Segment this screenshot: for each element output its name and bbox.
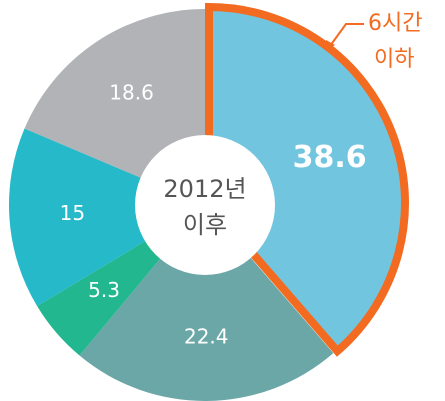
center-label: 2012년 [163, 175, 246, 203]
annotation: 6시간 [368, 11, 422, 36]
data-label: 18.6 [109, 81, 154, 105]
annotation-leader [329, 23, 364, 47]
slice [79, 205, 334, 401]
annotation: 이하 [374, 47, 414, 72]
data-label: 15 [60, 201, 85, 225]
annotation-arrow [326, 40, 335, 51]
center-label: 이후 [183, 211, 227, 239]
slice [8, 128, 205, 307]
data-label: 38.6 [293, 140, 367, 175]
donut-hole [135, 135, 275, 275]
data-label: 22.4 [184, 324, 229, 348]
data-label: 5.3 [88, 278, 120, 302]
slice [205, 2, 409, 357]
